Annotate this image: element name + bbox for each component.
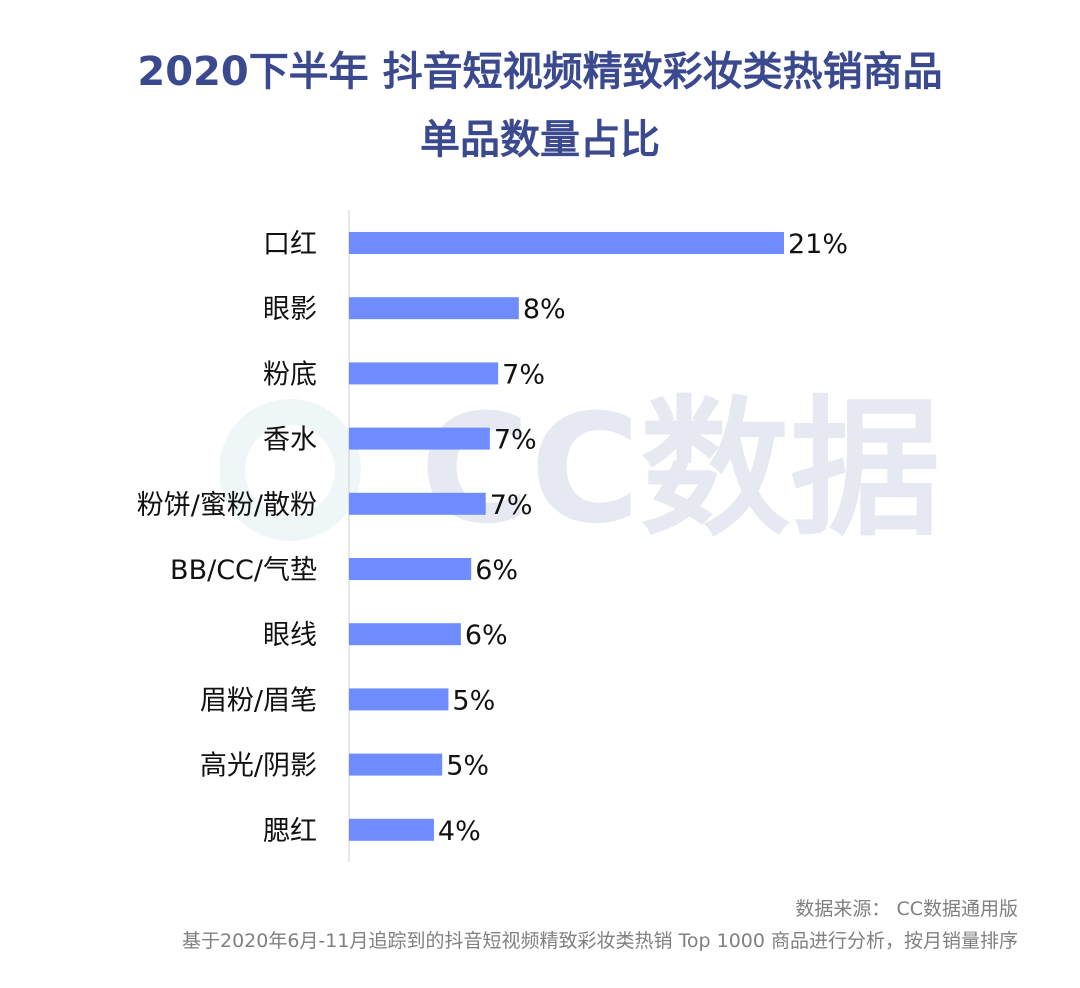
bar (349, 232, 784, 254)
bar (349, 623, 461, 646)
bar (349, 492, 486, 515)
bar (349, 753, 443, 776)
category-label: 高光/阴影 (200, 751, 317, 782)
category-label: 眼线 (263, 620, 317, 651)
value-label: 6% (475, 555, 518, 586)
data-source: 数据来源： CC数据通用版 (795, 898, 1018, 920)
category-label: 香水 (263, 425, 317, 456)
value-label: 5% (446, 751, 489, 782)
bar (349, 818, 434, 841)
category-label: 腮红 (263, 816, 317, 847)
category-label: 眼影 (263, 294, 317, 325)
category-label: 粉底 (263, 359, 317, 390)
value-label: 7% (494, 425, 537, 456)
value-label: 8% (523, 294, 566, 325)
bar (349, 297, 519, 320)
bar (349, 362, 499, 385)
value-label: 4% (438, 816, 481, 847)
value-label: 7% (502, 359, 545, 390)
value-label: 7% (490, 490, 533, 521)
data-note: 基于2020年6月-11月追踪到的抖音短视频精致彩妆类热销 Top 1000 商… (181, 930, 1018, 952)
value-label: 21% (788, 229, 848, 260)
category-label: 口红 (263, 229, 317, 260)
bar (349, 427, 490, 450)
category-label: BB/CC/气垫 (170, 555, 317, 586)
bar (349, 688, 449, 711)
chart-title-line1: 2020下半年 抖音短视频精致彩妆类热销商品 (137, 49, 943, 95)
category-label: 眉粉/眉笔 (200, 685, 317, 716)
watermark-logo-icon (219, 399, 361, 541)
chart-title-line2: 单品数量占比 (420, 117, 660, 163)
bar (349, 558, 472, 580)
value-label: 6% (465, 620, 508, 651)
value-label: 5% (452, 685, 495, 716)
bar-chart: 口红 21% 眼影 8% 粉底 7% 香水 7% 粉饼/蜜粉/散粉 7% BB/CC/气垫 6% 眼线 6… (137, 210, 848, 862)
category-label: 粉饼/蜜粉/散粉 (137, 490, 317, 521)
watermark: CC数据 (219, 395, 940, 549)
watermark-text: CC数据 (420, 383, 941, 557)
